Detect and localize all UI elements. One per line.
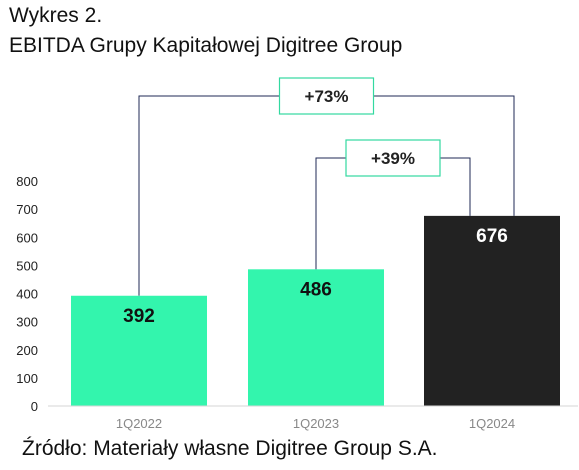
growth-annotation-label: +73% — [305, 87, 349, 106]
growth-connectors: +73% +39% — [138, 77, 515, 296]
x-tick-label: 1Q2023 — [293, 416, 339, 431]
bars: 392 486 676 — [71, 215, 560, 406]
y-tick-label: 100 — [16, 371, 38, 386]
y-tick-label: 700 — [16, 202, 38, 217]
source-note: Źródło: Materiały własne Digitree Group … — [22, 437, 438, 460]
y-axis: 0 100 200 300 400 500 600 700 800 — [16, 174, 38, 414]
x-tick-label: 1Q2022 — [116, 416, 162, 431]
y-tick-label: 200 — [16, 343, 38, 358]
growth-annotation-label: +39% — [371, 149, 415, 168]
data-label: 676 — [476, 226, 508, 247]
chart-subtitle: Wykres 2. — [9, 4, 103, 27]
x-axis: 1Q2022 1Q2023 1Q2024 — [48, 405, 578, 431]
y-tick-label: 800 — [16, 174, 38, 189]
data-label: 392 — [123, 306, 155, 327]
x-tick-label: 1Q2024 — [469, 416, 515, 431]
y-tick-label: 400 — [16, 287, 38, 302]
y-tick-label: 0 — [31, 399, 38, 414]
y-tick-label: 600 — [16, 230, 38, 245]
data-label: 486 — [300, 279, 332, 300]
growth-annotation-box — [345, 139, 441, 177]
chart-title: EBITDA Grupy Kapitałowej Digitree Group — [9, 34, 403, 57]
y-tick-label: 300 — [16, 315, 38, 330]
bar-1Q2023 — [248, 269, 384, 406]
bar-1Q2022 — [71, 295, 207, 406]
bar-1Q2024 — [424, 215, 560, 406]
growth-annotation-box — [278, 77, 375, 115]
y-tick-label: 500 — [16, 258, 38, 273]
